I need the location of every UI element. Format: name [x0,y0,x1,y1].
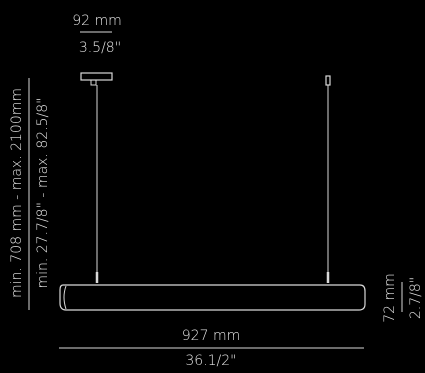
height-range-mm-label: min. 708 mm - max. 2100mm [9,88,25,298]
body-height-in-label: 2.7/8" [408,277,424,319]
lamp-body [59,284,366,311]
ceiling-anchor-right [325,75,331,86]
canopy-width-mm-label: 92 mm [72,13,122,29]
canopy-cable-clamp [90,79,97,86]
body-height-mm-label: 72 mm [382,273,398,323]
lamp-body-end-cap [63,285,67,310]
length-mm-label: 927 mm [182,328,240,344]
height-range-in-label: min. 27.7/8" - max. 82.5/8" [35,97,51,288]
ceiling-canopy-left [80,72,113,81]
length-in-label: 36.1/2" [185,353,236,369]
canopy-width-in-label: 3.5/8" [79,40,121,56]
